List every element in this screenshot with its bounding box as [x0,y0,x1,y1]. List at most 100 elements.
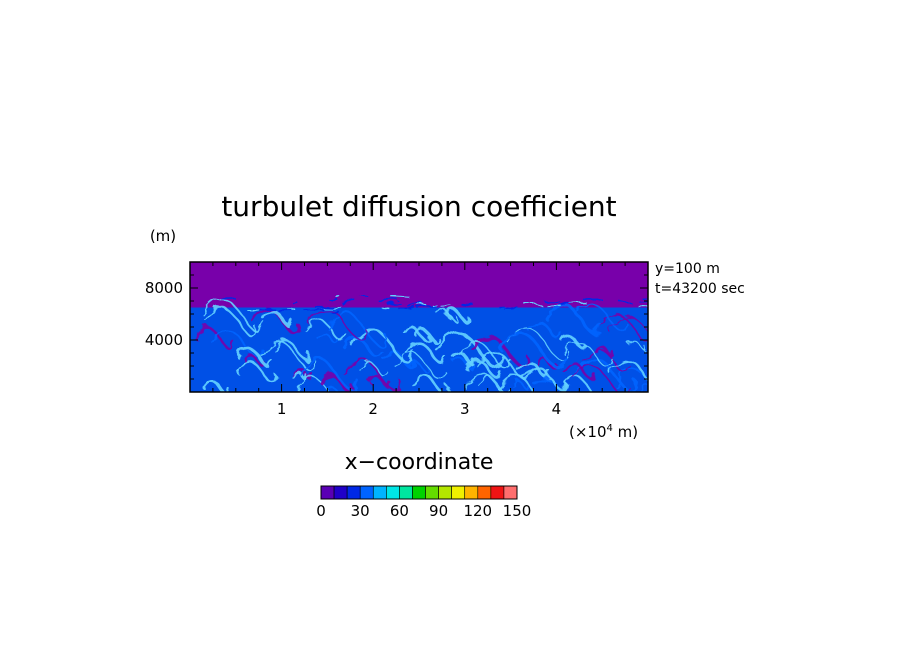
swirl-filament [576,357,638,392]
heatmap-field [190,262,648,392]
colorbar: 0 30 60 90 120 150 [316,485,532,520]
y-tick-label: 8000 [145,279,183,297]
swirl-filament [350,328,416,364]
colorbar-frame [320,485,518,500]
swirl-filament [458,340,512,370]
colorbar-tick-label: 60 [390,502,409,520]
top-filament [639,294,648,297]
colorbar-cell [346,485,361,500]
y-tick-label: 4000 [145,331,183,349]
swirl-filament [235,360,279,385]
swirl-filament [560,333,584,348]
top-filament [385,301,400,304]
top-filament [405,302,424,306]
colorbar-cell [359,485,374,500]
colorbar-tick-label: 150 [503,502,532,520]
colorbar-cell [399,485,413,500]
top-filament [637,298,648,301]
swirl-filament [454,358,474,370]
swirl-filament [260,307,293,327]
swirl-filament [238,348,275,370]
swirl-filament [437,309,457,321]
top-filament [291,300,298,304]
swirl-filament [288,365,314,381]
top-filament [621,303,634,306]
swirl-filament [260,340,317,372]
colorbar-cell [320,485,335,500]
colorbar-tick-label: 120 [463,502,492,520]
colorbar-cell [477,485,492,500]
swirl-filament [613,369,648,387]
swirl-filament [639,383,648,390]
swirl-filament [359,362,390,379]
colorbar-cell [372,485,387,500]
swirl-filament [526,319,562,340]
top-filament [441,305,453,309]
top-filament [301,305,321,309]
colorbar-cell [451,485,466,500]
top-filament [377,297,398,301]
swirl-filament [464,358,503,381]
swirl-filament [194,327,236,351]
colorbar-cell [386,485,400,500]
x-axis-label: x−coordinate [345,450,494,475]
top-filament [503,306,519,310]
swirl-filament [477,375,510,392]
swirl-filament [316,332,340,346]
x-tick-label: 3 [460,400,470,418]
y-axis-label: (m) [150,227,176,245]
swirl-filament [562,340,613,368]
top-filament [340,300,358,304]
x-tick-label: 4 [552,400,562,418]
annotation-y-position: y=100 m [655,261,720,277]
x-tick-label: 1 [277,400,287,418]
swirl-filament [594,344,615,357]
swirl-filament [306,306,367,340]
swirl-filament [415,329,440,344]
swirl-filament [544,303,603,336]
top-filament [546,304,561,307]
swirl-filament [446,309,471,324]
swirl-filament [573,364,628,392]
x-axis: 1 2 3 4 [212,262,626,418]
swirl-filament [499,331,566,369]
swirl-filament [600,314,648,343]
top-filament [463,306,478,309]
swirl-filament [203,380,233,392]
top-filament [335,294,340,298]
colorbar-cell [333,485,348,500]
swirl-filament [395,353,448,382]
swirl-filament [243,354,267,368]
swirl-filament [577,303,627,332]
swirl-filament [512,381,533,392]
colorbar-tick-label: 90 [429,502,448,520]
top-filament [417,305,437,309]
top-filament [390,295,410,298]
swirl-filament [303,318,348,343]
x-axis-unit: (×104 m) [569,423,638,441]
swirl-filament [342,336,383,360]
swirl-filament [272,339,312,361]
swirl-filament [408,360,428,371]
swirl-filament [475,350,533,382]
swirl-filament [608,315,648,334]
chart-title: turbulet diffusion coefficient [221,190,616,223]
colorbar-cell [438,485,452,500]
colorbar-cell [464,485,479,500]
x-tick-label: 2 [368,400,378,418]
swirl-filament [409,372,450,392]
colorbar-tick-label: 30 [351,502,370,520]
swirl-filament [406,342,448,366]
swirl-filament [206,308,258,337]
colorbar-tick-label: 0 [316,502,326,520]
colorbar-cell [412,485,426,500]
swirl-filament [296,376,329,392]
swirl-filament [523,366,568,392]
swirl-filament [629,340,647,351]
swirl-filament [563,362,598,383]
swirl-filament [298,357,359,392]
swirl-filament [202,298,266,334]
swirl-filament [561,376,594,392]
top-filament [381,306,389,309]
